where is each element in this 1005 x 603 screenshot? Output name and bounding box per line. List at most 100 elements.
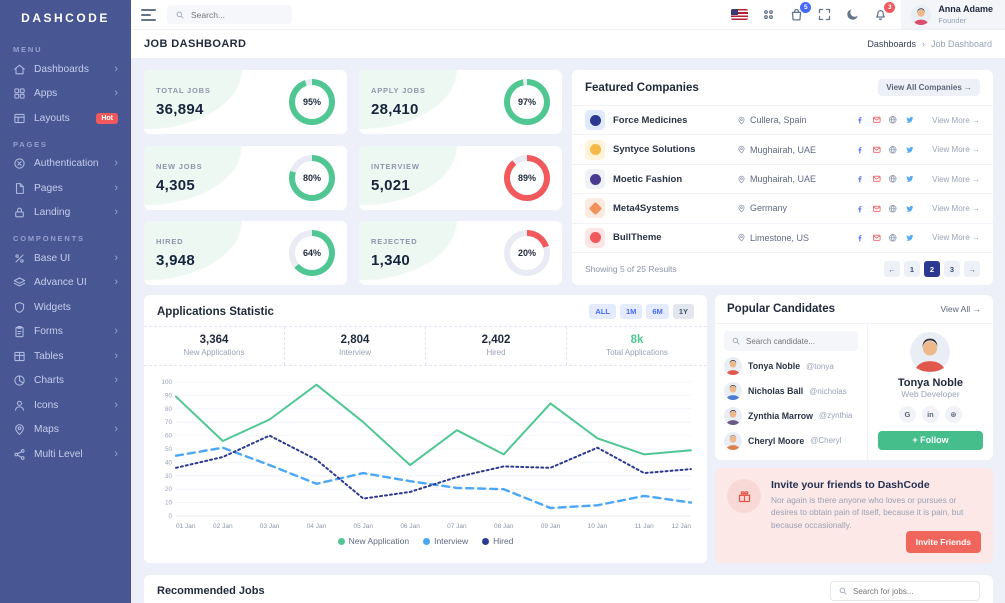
twitter-icon[interactable] — [905, 204, 915, 214]
globe-icon[interactable] — [888, 145, 898, 155]
mail-icon[interactable] — [872, 145, 882, 155]
notifications-icon[interactable]: 3 — [873, 2, 896, 22]
cart-icon[interactable]: 5 — [789, 2, 812, 22]
sidebar-item-label: Tables — [34, 350, 64, 362]
search-icon — [731, 336, 741, 346]
candidate-search[interactable] — [724, 331, 858, 351]
company-logo — [585, 139, 605, 160]
facebook-icon[interactable] — [855, 204, 865, 214]
sidebar-item-multi-level[interactable]: Multi Level › — [0, 442, 131, 467]
sidebar-item-advance-ui[interactable]: Advance UI › — [0, 271, 131, 296]
company-row[interactable]: Moetic Fashion Mughairah, UAE View More … — [572, 163, 993, 193]
view-all-companies-button[interactable]: View All Companies → — [878, 79, 980, 96]
jobs-search-input[interactable] — [853, 586, 965, 596]
topbar: 5 3 Anna Adame Founder — [131, 0, 1005, 29]
language-flag-icon[interactable] — [731, 9, 749, 20]
globe-icon[interactable] — [888, 204, 898, 214]
fullscreen-icon[interactable] — [817, 7, 832, 22]
view-more-link[interactable]: View More → — [932, 233, 980, 243]
sidebar-item-authentication[interactable]: Authentication › — [0, 152, 131, 177]
company-row[interactable]: Force Medicines Cullera, Spain View More… — [572, 105, 993, 134]
dark-mode-icon[interactable] — [845, 7, 860, 22]
main: 5 3 Anna Adame Founder JOB DAS — [131, 0, 1005, 603]
twitter-icon[interactable] — [905, 145, 915, 155]
facebook-icon[interactable] — [855, 174, 865, 184]
facebook-icon[interactable] — [855, 145, 865, 155]
breadcrumb-dashboards[interactable]: Dashboards — [867, 39, 916, 49]
candidate-search-input[interactable] — [746, 336, 836, 346]
company-row[interactable]: Syntyce Solutions Mughairah, UAE View Mo… — [572, 134, 993, 163]
invite-title: Invite your friends to DashCode — [771, 479, 930, 491]
twitter-icon[interactable] — [905, 233, 915, 243]
view-more-link[interactable]: View More → — [932, 145, 980, 155]
candidate-row[interactable]: Nicholas Ball @nicholas — [724, 379, 858, 404]
sidebar-item-widgets[interactable]: Widgets — [0, 295, 131, 320]
google-icon[interactable]: G — [898, 405, 916, 423]
invite-friends-button[interactable]: Invite Friends — [905, 531, 981, 554]
shield-icon — [13, 301, 26, 314]
pagination-page-3[interactable]: 3 — [944, 261, 960, 278]
mail-icon[interactable] — [872, 174, 882, 184]
company-row[interactable]: Meta4Systems Germany View More → — [572, 193, 993, 222]
pagination-page-1[interactable]: 1 — [904, 261, 920, 278]
tab-1m[interactable]: 1M — [619, 304, 643, 319]
home-icon — [13, 63, 26, 76]
facebook-icon[interactable] — [855, 233, 865, 243]
global-search-input[interactable] — [191, 9, 281, 20]
globe-icon[interactable] — [888, 233, 898, 243]
pagination-page-2[interactable]: 2 — [924, 261, 940, 278]
menu-toggle-icon[interactable] — [141, 8, 156, 21]
svg-text:06 Jan: 06 Jan — [400, 523, 420, 530]
twitter-icon[interactable] — [905, 115, 915, 125]
facebook-icon[interactable] — [855, 115, 865, 125]
clipboard-icon — [13, 325, 26, 338]
user-menu[interactable]: Anna Adame Founder — [901, 0, 1005, 29]
stat-card-hired: HIRED 3,948 64% — [144, 221, 347, 285]
svg-text:01 Jan: 01 Jan — [176, 523, 196, 530]
tab-1y[interactable]: 1Y — [672, 304, 694, 319]
tab-6m[interactable]: 6M — [646, 304, 669, 319]
globe-icon[interactable] — [888, 174, 898, 184]
global-search[interactable] — [167, 5, 292, 24]
twitter-icon[interactable] — [905, 174, 915, 184]
company-row[interactable]: BullTheme Limestone, US View More → — [572, 222, 993, 252]
view-more-link[interactable]: View More → — [932, 203, 980, 213]
sidebar-item-layouts[interactable]: Layouts Hot — [0, 106, 131, 131]
sidebar-item-landing[interactable]: Landing › — [0, 201, 131, 226]
candidate-profile: Tonya Noble Web Developer G in ⊛ + Follo… — [868, 324, 993, 460]
sidebar-item-apps[interactable]: Apps › — [0, 82, 131, 107]
globe-icon[interactable] — [888, 115, 898, 125]
view-all-candidates-link[interactable]: View All → — [940, 304, 981, 314]
view-more-link[interactable]: View More → — [932, 115, 980, 125]
sidebar-item-base-ui[interactable]: Base UI › — [0, 246, 131, 271]
sidebar-item-pages[interactable]: Pages › — [0, 176, 131, 201]
pagination-prev[interactable]: ← — [884, 261, 900, 278]
candidate-row[interactable]: Zynthia Marrow @zynthia — [724, 404, 858, 429]
pagination-next[interactable]: → — [964, 261, 980, 278]
sidebar-item-maps[interactable]: Maps › — [0, 418, 131, 443]
sidebar-item-charts[interactable]: Charts › — [0, 369, 131, 394]
tab-all[interactable]: ALL — [589, 304, 616, 319]
candidate-row[interactable]: Tonya Noble @tonya — [724, 354, 858, 379]
linkedin-icon[interactable]: in — [921, 405, 939, 423]
view-more-link[interactable]: View More → — [932, 174, 980, 184]
sidebar-section-components: COMPONENTS — [13, 234, 85, 243]
app-launcher-icon[interactable] — [761, 7, 776, 22]
sidebar-item-icons[interactable]: Icons › — [0, 393, 131, 418]
svg-text:08 Jan: 08 Jan — [494, 523, 514, 530]
summary-value: 2,804 — [340, 334, 370, 346]
mail-icon[interactable] — [872, 115, 882, 125]
svg-text:70: 70 — [165, 419, 173, 426]
sidebar-item-forms[interactable]: Forms › — [0, 320, 131, 345]
dribbble-icon[interactable]: ⊛ — [944, 405, 962, 423]
sidebar-item-tables[interactable]: Tables › — [0, 344, 131, 369]
logo[interactable]: DASHCODE — [21, 11, 110, 25]
follow-button[interactable]: + Follow — [877, 430, 983, 450]
jobs-search[interactable] — [830, 581, 980, 602]
candidate-row[interactable]: Cheryl Moore @Cheryl — [724, 428, 858, 453]
summary-value: 8k — [630, 334, 644, 346]
sidebar-item-dashboards[interactable]: Dashboards › — [0, 57, 131, 82]
mail-icon[interactable] — [872, 204, 882, 214]
chart-body: 0 10 20 30 40 50 60 70 80 90 100 01 Jan 02 Jan 03 Jan… — [144, 366, 707, 532]
mail-icon[interactable] — [872, 233, 882, 243]
